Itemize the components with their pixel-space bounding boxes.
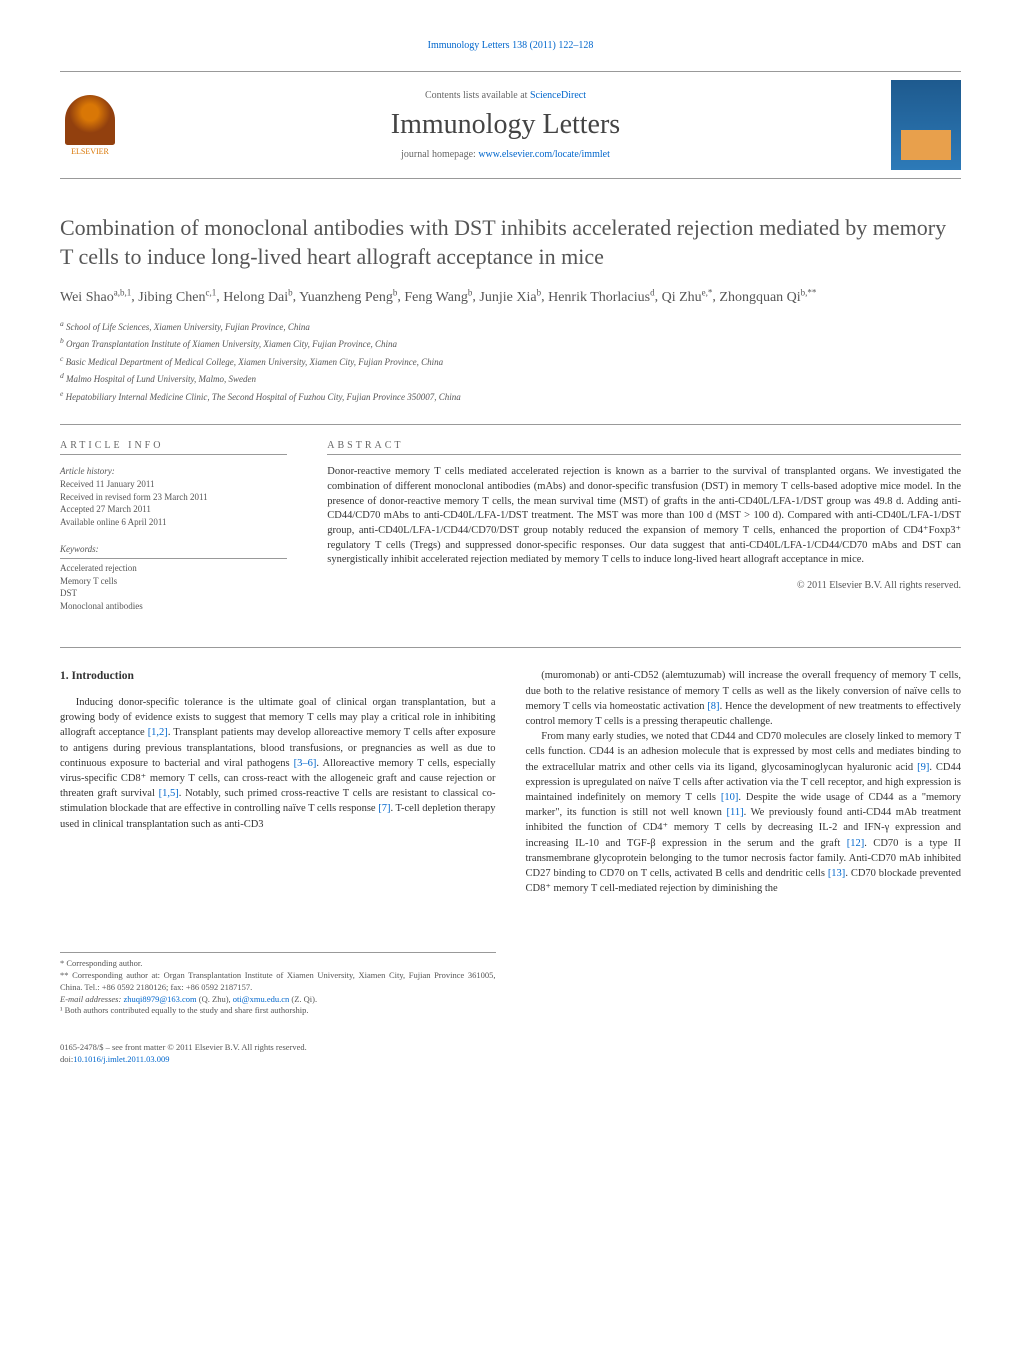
- citation-link[interactable]: [8]: [707, 701, 719, 712]
- intro-heading: 1. Introduction: [60, 668, 496, 685]
- author: Henrik Thorlaciusd: [548, 290, 655, 305]
- journal-cover-thumbnail: [891, 80, 961, 170]
- keyword: Accelerated rejection: [60, 562, 287, 575]
- history-online: Available online 6 April 2011: [60, 516, 287, 529]
- contents-prefix: Contents lists available at: [425, 90, 530, 101]
- citation-link[interactable]: [1,5]: [159, 788, 179, 799]
- homepage-prefix: journal homepage:: [401, 149, 478, 160]
- author: Junjie Xiab: [479, 290, 541, 305]
- info-abstract-row: article info Article history: Received 1…: [60, 424, 961, 612]
- history-revised: Received in revised form 23 March 2011: [60, 491, 287, 504]
- keywords-label: Keywords:: [60, 543, 287, 559]
- email-name-1: (Q. Zhu),: [197, 994, 233, 1004]
- keyword: DST: [60, 587, 287, 600]
- doi-block: 0165-2478/$ – see front matter © 2011 El…: [60, 1042, 496, 1066]
- abstract-copyright: © 2011 Elsevier B.V. All rights reserved…: [327, 580, 961, 591]
- top-center: Contents lists available at ScienceDirec…: [120, 90, 891, 160]
- affiliations-list: a School of Life Sciences, Xiamen Univer…: [60, 318, 961, 405]
- keyword: Memory T cells: [60, 575, 287, 588]
- doi-prefix: doi:: [60, 1054, 73, 1064]
- journal-top-bar: ELSEVIER Contents lists available at Sci…: [60, 71, 961, 179]
- author: Jibing Chenc,1: [138, 290, 216, 305]
- citation-link[interactable]: [13]: [828, 868, 846, 879]
- affiliation: d Malmo Hospital of Lund University, Mal…: [60, 370, 961, 387]
- abstract-text: Donor-reactive memory T cells mediated a…: [327, 465, 961, 568]
- keywords-block: Keywords: Accelerated rejectionMemory T …: [60, 543, 287, 612]
- author: Yuanzheng Pengb: [299, 290, 397, 305]
- author: Helong Daib: [223, 290, 292, 305]
- footnote-corr2: ** Corresponding author at: Organ Transp…: [60, 970, 496, 994]
- email-link-1[interactable]: zhuqi8979@163.com: [123, 994, 196, 1004]
- abstract-heading: abstract: [327, 440, 961, 455]
- citation-link[interactable]: [10]: [721, 792, 739, 803]
- article-history: Article history: Received 11 January 201…: [60, 465, 287, 528]
- article-title: Combination of monoclonal antibodies wit…: [60, 214, 961, 271]
- doi-line: doi:10.1016/j.imlet.2011.03.009: [60, 1054, 496, 1066]
- citation-link[interactable]: [7]: [378, 803, 390, 814]
- abstract-column: abstract Donor-reactive memory T cells m…: [312, 440, 961, 612]
- article-info-column: article info Article history: Received 1…: [60, 440, 312, 612]
- body-col2-p2: From many early studies, we noted that C…: [526, 729, 962, 896]
- email-name-2: (Z. Qi).: [289, 994, 317, 1004]
- body-columns: 1. Introduction Inducing donor-specific …: [60, 647, 961, 1066]
- body-column-left: 1. Introduction Inducing donor-specific …: [60, 668, 496, 1066]
- doi-front-matter: 0165-2478/$ – see front matter © 2011 El…: [60, 1042, 496, 1054]
- header-citation: Immunology Letters 138 (2011) 122–128: [60, 40, 961, 51]
- body-col2-p1: (muromonab) or anti-CD52 (alemtuzumab) w…: [526, 668, 962, 729]
- elsevier-label: ELSEVIER: [71, 147, 109, 156]
- author: Feng Wangb: [404, 290, 472, 305]
- citation-link[interactable]: [9]: [917, 762, 929, 773]
- affiliation: c Basic Medical Department of Medical Co…: [60, 353, 961, 370]
- homepage-link[interactable]: www.elsevier.com/locate/immlet: [478, 149, 610, 160]
- affiliation: e Hepatobiliary Internal Medicine Clinic…: [60, 388, 961, 405]
- email-label: E-mail addresses:: [60, 994, 123, 1004]
- citation-link[interactable]: [12]: [847, 838, 865, 849]
- affiliation: a School of Life Sciences, Xiamen Univer…: [60, 318, 961, 335]
- footnote-equal-contribution: ¹ Both authors contributed equally to th…: [60, 1005, 496, 1017]
- sciencedirect-link[interactable]: ScienceDirect: [530, 90, 586, 101]
- doi-link[interactable]: 10.1016/j.imlet.2011.03.009: [73, 1054, 169, 1064]
- journal-name: Immunology Letters: [120, 109, 891, 141]
- author: Qi Zhue,*: [662, 290, 713, 305]
- history-accepted: Accepted 27 March 2011: [60, 503, 287, 516]
- email-link-2[interactable]: oti@xmu.edu.cn: [233, 994, 289, 1004]
- footnotes-block: * Corresponding author. ** Corresponding…: [60, 952, 496, 1017]
- intro-paragraph-1: Inducing donor-specific tolerance is the…: [60, 695, 496, 832]
- body-column-right: (muromonab) or anti-CD52 (alemtuzumab) w…: [526, 668, 962, 1066]
- author: Zhongquan Qib,**: [719, 290, 816, 305]
- author: Wei Shaoa,b,1: [60, 290, 131, 305]
- affiliation: b Organ Transplantation Institute of Xia…: [60, 335, 961, 352]
- history-received: Received 11 January 2011: [60, 478, 287, 491]
- elsevier-tree-icon: [65, 95, 115, 145]
- contents-line: Contents lists available at ScienceDirec…: [120, 90, 891, 101]
- history-label: Article history:: [60, 465, 287, 478]
- citation-link[interactable]: [1,2]: [148, 727, 168, 738]
- footnote-emails: E-mail addresses: zhuqi8979@163.com (Q. …: [60, 994, 496, 1006]
- authors-list: Wei Shaoa,b,1, Jibing Chenc,1, Helong Da…: [60, 286, 961, 308]
- citation-link[interactable]: [3–6]: [294, 758, 317, 769]
- keyword: Monoclonal antibodies: [60, 600, 287, 613]
- page-container: Immunology Letters 138 (2011) 122–128 EL…: [0, 0, 1021, 1106]
- article-info-heading: article info: [60, 440, 287, 455]
- keywords-list: Accelerated rejectionMemory T cellsDSTMo…: [60, 562, 287, 612]
- elsevier-logo: ELSEVIER: [60, 90, 120, 160]
- footnote-corr1: * Corresponding author.: [60, 958, 496, 970]
- homepage-line: journal homepage: www.elsevier.com/locat…: [120, 149, 891, 160]
- citation-link[interactable]: [11]: [726, 807, 743, 818]
